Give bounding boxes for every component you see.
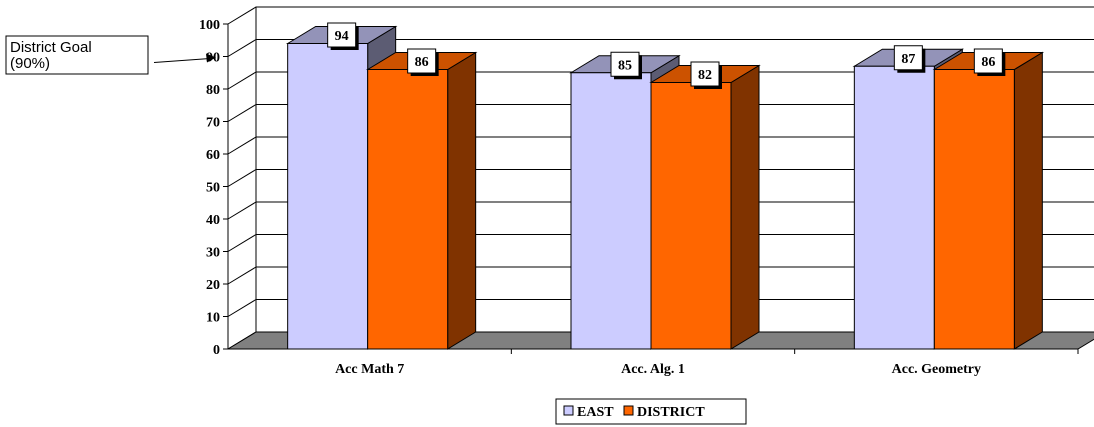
y-tick-label: 80 bbox=[206, 83, 220, 98]
gridline-side bbox=[227, 299, 257, 317]
gridline-side bbox=[227, 266, 257, 285]
gridline-side bbox=[227, 234, 257, 252]
y-tick-label: 10 bbox=[206, 311, 220, 326]
y-tick-label: 60 bbox=[206, 148, 220, 163]
legend: EAST DISTRICT bbox=[555, 398, 747, 425]
x-tick-label: Acc. Alg. 1 bbox=[621, 362, 685, 377]
y-tick-label: 40 bbox=[206, 213, 220, 228]
legend-swatch-east bbox=[563, 405, 574, 416]
bar-front bbox=[570, 72, 652, 350]
gridline-side bbox=[227, 201, 257, 220]
data-label: 87 bbox=[901, 52, 915, 67]
gridline-side bbox=[227, 169, 257, 187]
data-label-east-0: 94 bbox=[327, 22, 359, 50]
y-tick-label: 70 bbox=[206, 116, 220, 131]
district-goal-annotation: District Goal (90%) bbox=[5, 35, 216, 75]
y-tick-label: 20 bbox=[206, 278, 220, 293]
x-axis-ticks: Acc Math 7 Acc. Alg. 1 Acc. Geometry bbox=[335, 349, 1079, 377]
data-label-box bbox=[973, 48, 1003, 74]
y-tick-label: 100 bbox=[199, 18, 220, 33]
data-label-district-1: 82 bbox=[690, 61, 722, 89]
y-tick-label: 30 bbox=[206, 246, 220, 261]
data-label-district-2: 86 bbox=[973, 48, 1006, 76]
legend-swatch-district bbox=[623, 405, 634, 416]
data-label: 86 bbox=[415, 55, 429, 70]
annotation-line-2: (90%) bbox=[10, 55, 50, 72]
bar-front bbox=[287, 43, 369, 350]
bar-front bbox=[650, 82, 732, 350]
bar-district-0 bbox=[365, 51, 478, 350]
bar-district-2 bbox=[932, 51, 1045, 350]
data-label-box bbox=[610, 51, 640, 77]
y-tick-label: 50 bbox=[206, 181, 220, 196]
bar-side bbox=[1013, 51, 1043, 350]
data-label-box bbox=[407, 48, 437, 74]
annotation-box bbox=[5, 35, 149, 75]
y-tick-label: 0 bbox=[213, 343, 220, 358]
data-labels: 94 86 85 82 87 86 bbox=[327, 22, 1006, 89]
annotation-line-1: District Goal bbox=[10, 39, 92, 56]
bar-front bbox=[367, 69, 449, 350]
gridline-side bbox=[227, 71, 257, 90]
gridline-side bbox=[227, 6, 257, 25]
annotation-arrow bbox=[153, 58, 211, 63]
bars bbox=[285, 25, 1045, 350]
legend-label-east: EAST bbox=[577, 405, 614, 420]
data-label-east-2: 87 bbox=[893, 45, 926, 73]
annotation-arrow-head bbox=[206, 53, 216, 63]
data-label: 85 bbox=[618, 58, 632, 73]
data-label-box bbox=[690, 61, 720, 87]
data-label-box bbox=[327, 22, 357, 48]
y-axis-ticks: 0102030405060708090100 bbox=[199, 18, 228, 358]
bar-front bbox=[933, 69, 1015, 350]
gridline-side bbox=[227, 104, 257, 122]
legend-box bbox=[555, 398, 747, 425]
gridline-side bbox=[227, 136, 257, 155]
bar-district-1 bbox=[649, 64, 761, 350]
data-label: 94 bbox=[335, 29, 349, 44]
bar-front bbox=[853, 65, 935, 350]
x-tick-label: Acc. Geometry bbox=[892, 362, 981, 377]
data-label-box bbox=[893, 45, 923, 71]
bar-side bbox=[447, 51, 477, 350]
data-label: 86 bbox=[981, 55, 995, 70]
legend-label-district: DISTRICT bbox=[637, 405, 705, 420]
data-label-east-1: 85 bbox=[610, 51, 642, 80]
data-label: 82 bbox=[698, 68, 712, 83]
gridline-side bbox=[227, 39, 257, 57]
bar-side bbox=[730, 64, 760, 350]
data-label-district-0: 86 bbox=[407, 48, 439, 76]
x-tick-label: Acc Math 7 bbox=[335, 362, 404, 377]
